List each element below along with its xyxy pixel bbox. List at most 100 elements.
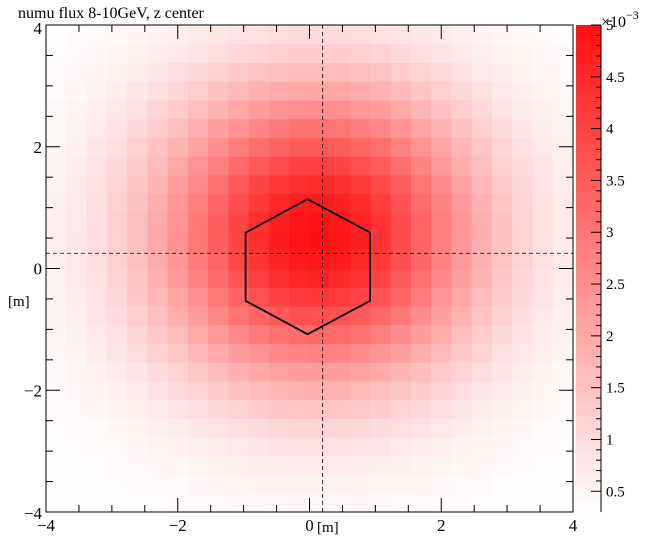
heatmap-cell <box>228 231 250 251</box>
heatmap-cell <box>350 324 371 345</box>
heatmap-cell <box>167 324 189 345</box>
heatmap-cell <box>451 62 473 82</box>
heatmap-cell <box>289 455 311 476</box>
heatmap-cell <box>532 305 554 326</box>
colorbar-tick-label: 2.5 <box>606 277 625 293</box>
heatmap-cell <box>147 493 169 513</box>
heatmap-cell <box>390 343 412 363</box>
heatmap-cell <box>86 193 108 213</box>
heatmap-cell <box>66 437 88 457</box>
heatmap-cell <box>187 81 209 101</box>
heatmap-cell <box>289 62 311 82</box>
heatmap-cell <box>248 455 270 476</box>
heatmap-cell <box>329 174 351 195</box>
colorbar-band <box>576 180 601 192</box>
heatmap-cell <box>491 193 513 213</box>
heatmap-cell <box>491 62 513 82</box>
heatmap-cell <box>451 474 473 494</box>
heatmap-cell <box>248 287 270 307</box>
heatmap-cell <box>187 474 209 494</box>
heatmap-cell <box>208 474 230 494</box>
heatmap-cell <box>471 174 493 195</box>
heatmap-cell <box>410 343 432 363</box>
heatmap-cell <box>106 437 128 457</box>
heatmap-cell <box>208 418 230 438</box>
heatmap-cell <box>410 99 432 120</box>
heatmap-cell <box>350 174 371 195</box>
heatmap-cell <box>106 305 128 326</box>
heatmap-cell <box>431 118 452 138</box>
heatmap-cell <box>532 81 554 101</box>
heatmap-cell <box>390 25 412 45</box>
heatmap-cell <box>329 305 351 326</box>
heatmap-cell <box>350 455 371 476</box>
heatmap-cell <box>106 324 128 345</box>
heatmap-cell <box>410 118 432 138</box>
heatmap-cell <box>491 99 513 120</box>
heatmap-cell <box>451 399 473 419</box>
colorbar-band <box>576 326 601 338</box>
z-scale-exponent-base: ×10 <box>601 14 626 31</box>
heatmap-cell <box>350 418 371 438</box>
heatmap-cell <box>309 231 331 251</box>
x-tick-label: 0 <box>305 516 314 535</box>
heatmap-cell <box>66 25 88 45</box>
heatmap-cell <box>410 137 432 157</box>
heatmap-cell <box>127 81 148 101</box>
heatmap-cell <box>431 81 452 101</box>
heatmap-cell <box>66 99 88 120</box>
heatmap-cell <box>268 437 290 457</box>
heatmap-cell <box>390 399 412 419</box>
heatmap-cell <box>370 437 392 457</box>
heatmap-cell <box>512 249 534 270</box>
heatmap-cell <box>187 380 209 401</box>
heatmap-cell <box>127 474 148 494</box>
heatmap-cell <box>350 305 371 326</box>
heatmap-cell <box>491 212 513 232</box>
heatmap-cell <box>248 474 270 494</box>
heatmap-cell <box>329 231 351 251</box>
heatmap-cell <box>187 43 209 64</box>
heatmap-cell <box>187 249 209 270</box>
heatmap-cell <box>208 25 230 45</box>
heatmap-cell <box>86 25 108 45</box>
heatmap-cell <box>66 118 88 138</box>
heatmap-cell <box>532 137 554 157</box>
heatmap-cell <box>309 156 331 176</box>
colorbar-band <box>576 112 601 123</box>
heatmap-cell <box>187 287 209 307</box>
heatmap-cell <box>268 81 290 101</box>
heatmap-cell <box>390 474 412 494</box>
heatmap-cell <box>350 25 371 45</box>
heatmap-cell <box>431 212 452 232</box>
heatmap-cell <box>431 43 452 64</box>
colorbar-tick-label: 4.5 <box>606 70 625 86</box>
heatmap-cell <box>187 455 209 476</box>
heatmap-cell <box>370 231 392 251</box>
heatmap-cell <box>390 287 412 307</box>
heatmap-cell <box>106 99 128 120</box>
heatmap-cell <box>228 212 250 232</box>
colorbar-band <box>576 336 601 348</box>
heatmap-cell <box>451 212 473 232</box>
heatmap-cell <box>431 62 452 82</box>
heatmap-cell <box>410 25 432 45</box>
heatmap-cell <box>147 268 169 288</box>
heatmap-cell <box>228 380 250 401</box>
heatmap-cell <box>228 455 250 476</box>
heatmap-cell <box>147 137 169 157</box>
heatmap-cell <box>187 305 209 326</box>
heatmap-cell <box>86 212 108 232</box>
heatmap-cell <box>552 249 574 270</box>
heatmap-cell <box>147 362 169 382</box>
colorbar-band <box>576 151 601 162</box>
heatmap-cell <box>431 437 452 457</box>
heatmap-cell <box>552 99 574 120</box>
heatmap-cell <box>248 268 270 288</box>
colorbar-band <box>576 502 601 513</box>
heatmap-cell <box>512 399 534 419</box>
heatmap-cell <box>187 437 209 457</box>
heatmap-cell <box>208 81 230 101</box>
colorbar-band <box>576 473 601 484</box>
heatmap-cell <box>350 362 371 382</box>
